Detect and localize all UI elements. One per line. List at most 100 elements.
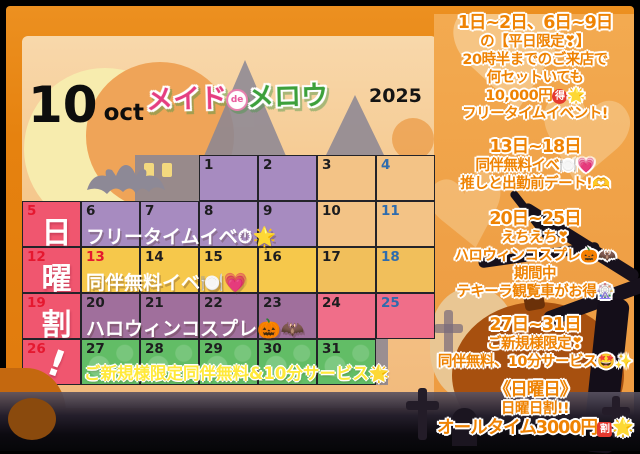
note-line: 10,000円得 🌟 [485,88,585,104]
sunday-discount-char: 割 [41,308,72,343]
calendar-cell-empty [22,155,81,201]
note-line: 20時半までのご来店で [462,52,608,68]
logo-part-3: メロウ [246,80,329,114]
calendar-cell-6: 6 [81,201,140,247]
date-number: 30 [263,341,282,357]
month-number: 10 [28,76,98,134]
note-line: の【平日限定❣】 [480,34,590,50]
calendar-cell-20: 20 [81,293,140,339]
calendar-cell-23: 23 [258,293,317,339]
calendar-cell-30: 30 [258,339,317,385]
note-block: 20日~25日 えちえち❣ ハロウィンコスプレ🎃🦇 期間中テキーラ観覧車がお得🎡 [436,209,634,301]
date-number: 25 [381,295,400,311]
calendar-cell-9: 9 [258,201,317,247]
calendar-cell-24: 24 [317,293,376,339]
shop-logo: メイド de メロウ [146,74,329,118]
date-number: 23 [263,295,282,311]
calendar-event-label: 同伴無料イベ🍽️💗 [86,272,248,294]
calendar-cell-4: 4 [376,155,435,201]
date-number: 8 [204,203,214,219]
wari-badge-icon: 割 [597,422,613,437]
cross-icon [418,388,427,440]
note-line: 27日~31日 [489,315,581,335]
note-line: 13日~18日 [489,137,581,157]
calendar-event-label: ハロウィンコスプレ🎃🦇 [86,318,305,340]
calendar-cell-3: 3 [317,155,376,201]
calendar-cell-10: 10 [317,201,376,247]
date-number: 17 [322,249,341,265]
calendar-cell-27: 27 [81,339,140,385]
gray-cross-icon [444,310,453,362]
date-number: 26 [27,341,46,357]
calendar-grid: 1 2 3 4 5 日 6 7 8 9 10 11 12 曜 13 14 15 16 17 18 19 割 20 21 22 23… [22,155,435,386]
calendar-cell-12: 12 曜 [22,247,81,297]
calendar-cell-25: 25 [376,293,435,339]
note-line: えちえち❣ [501,230,569,246]
calendar-cell-14: 14 [140,247,199,293]
note-line: 20日~25日 [489,209,581,229]
sunday-discount-char: 曜 [41,262,72,297]
date-number: 9 [263,203,273,219]
date-number: 21 [145,295,164,311]
calendar-cell-empty [140,155,199,201]
calendar-cell-8: 8 [199,201,258,247]
note-block: 《日曜日》 日曜日割!! オールタイム3000円割 🌟 [436,380,634,438]
calendar-cell-11: 11 [376,201,435,247]
date-number: 11 [381,203,400,219]
note-line: 期間中 [514,266,557,282]
note-block: 1日~2日、6日~9日 の【平日限定❣】 20時半までのご来店で 何セットいても 10,… [436,13,634,123]
calendar-cell-13: 13 [81,247,140,293]
date-number: 20 [86,295,105,311]
month-name: oct [103,100,145,126]
date-number: 14 [145,249,164,265]
cross-icon [602,407,630,415]
calendar-event-label: フリータイムイベ⏱🌟 [86,226,277,248]
date-number: 16 [263,249,282,265]
note-block: 13日~18日 同伴無料イベ🍽️💗 推しと出勤前デート!🫶 [436,137,634,193]
note-line: 推しと出勤前デート!🫶 [460,176,610,192]
date-number: 12 [27,249,46,265]
bat-icon [87,165,165,194]
date-number: 29 [204,341,223,357]
calendar-cell-2: 2 [258,155,317,201]
note-line: 1日~2日、6日~9日 [457,13,614,33]
note-line: 同伴無料イベ🍽️💗 [475,158,595,174]
date-number: 6 [86,203,96,219]
date-number: 28 [145,341,164,357]
calendar-cell-21: 21 [140,293,199,339]
logo-de-badge: de [225,88,249,111]
month-header: 10 oct [28,80,144,130]
note-line: 何セットいても [486,70,584,86]
date-number: 4 [381,157,391,173]
calendar-cell-16: 16 [258,247,317,293]
sunday-discount-char: 日 [41,216,72,251]
note-line: オールタイム3000円割 🌟 [437,418,634,438]
date-number: 15 [204,249,223,265]
date-number: 13 [86,249,105,265]
note-block: 27日~31日 ご新規様限定❣ 同伴無料、10分サービス🤩✨ [436,315,634,371]
calendar-cell-29: 29 [199,339,258,385]
date-number: 2 [263,157,273,173]
notes-panel: 1日~2日、6日~9日 の【平日限定❣】 20時半までのご来店で 何セットいても 10,… [436,13,634,438]
calendar-cell-1: 1 [199,155,258,201]
calendar-cell-17: 17 [317,247,376,293]
calendar-cell-19: 19 割 [22,293,81,343]
calendar-cell-22: 22 [199,293,258,339]
note-line: 日曜日割!! [500,401,570,417]
year-label: 2025 [369,85,422,107]
tombstone-icon [452,408,477,446]
note-line: 《日曜日》 [493,380,578,400]
note-line: ハロウィンコスプレ🎃🦇 [454,248,616,264]
graveyard-ground-silhouette [0,392,640,451]
calendar-cell-28: 28 [140,339,199,385]
date-number: 5 [27,203,37,219]
note-line: 同伴無料、10分サービス🤩✨ [437,354,633,370]
calendar-cell-15: 15 [199,247,258,293]
note-line: テキーラ観覧車がお得🎡 [456,284,614,300]
note-line: ご新規様限定❣ [487,336,583,352]
date-number: 3 [322,157,332,173]
date-number: 7 [145,203,155,219]
date-number: 10 [322,203,341,219]
date-number: 24 [322,295,341,311]
